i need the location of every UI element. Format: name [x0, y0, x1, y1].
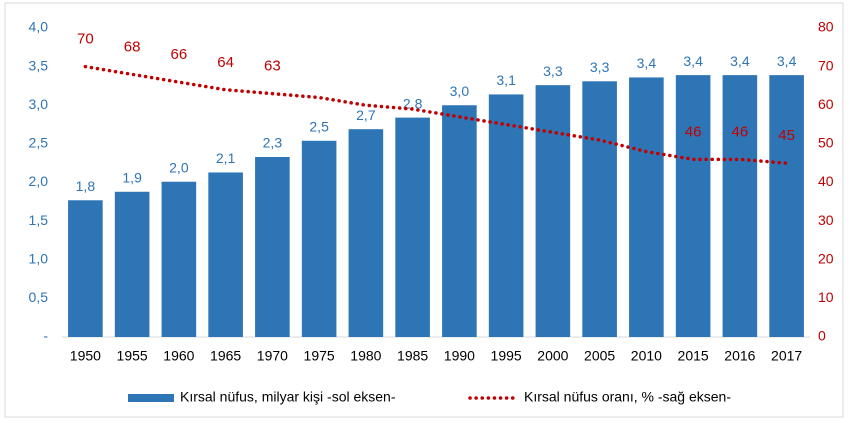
bar — [114, 191, 150, 337]
bar-label: 2,0 — [169, 159, 189, 175]
bar — [535, 85, 571, 337]
y2-tick-label: 30 — [818, 212, 834, 228]
bar-label: 3,4 — [730, 53, 750, 69]
x-tick-label: 1975 — [304, 348, 335, 364]
line-label: 64 — [217, 54, 234, 71]
y-tick-label: 3,5 — [29, 57, 49, 73]
bar-label: 3,4 — [637, 55, 657, 71]
line-label: 66 — [171, 46, 188, 63]
y-tick-label: 1,5 — [29, 212, 49, 228]
x-tick-label: 2005 — [584, 348, 615, 364]
y-tick-label: 0,5 — [29, 289, 49, 305]
bar-label: 3,4 — [777, 53, 797, 69]
y2-tick-label: 60 — [818, 96, 834, 112]
bar — [582, 81, 617, 338]
x-tick-label: 1980 — [350, 348, 381, 364]
line-label: 68 — [124, 38, 141, 55]
bar — [629, 77, 664, 337]
bar-label: 2,3 — [263, 135, 283, 151]
bar — [348, 129, 384, 337]
bar — [722, 75, 758, 337]
y2-tick-label: 10 — [818, 289, 834, 305]
x-tick-label: 2015 — [678, 348, 709, 364]
y2-tick-label: 70 — [818, 57, 834, 73]
x-tick-label: 1955 — [117, 348, 148, 364]
x-tick-label: 1970 — [257, 348, 288, 364]
bar — [68, 200, 103, 337]
y-tick-label: - — [43, 328, 48, 344]
y-tick-label: 2,0 — [29, 173, 49, 189]
x-tick-label: 1965 — [210, 348, 241, 364]
bar-label: 1,9 — [122, 169, 142, 185]
legend-label: Kırsal nüfus oranı, % -sağ eksen- — [524, 389, 731, 405]
x-tick-label: 1950 — [70, 348, 101, 364]
bar — [488, 94, 524, 337]
x-tick-label: 2016 — [724, 348, 755, 364]
bar — [769, 75, 804, 337]
y2-tick-label: 20 — [818, 250, 834, 266]
y-tick-label: 4,0 — [29, 19, 49, 35]
line-label: 70 — [77, 31, 94, 48]
y-tick-label: 1,0 — [29, 250, 49, 266]
bar-label: 3,4 — [683, 53, 703, 69]
bar-label: 2,5 — [309, 118, 329, 134]
y2-tick-label: 50 — [818, 135, 834, 151]
bar — [395, 117, 430, 337]
line-label: 46 — [685, 123, 702, 140]
bar-label: 3,0 — [450, 83, 470, 99]
bar — [208, 172, 243, 337]
y-tick-label: 3,0 — [29, 96, 49, 112]
bar-label: 3,3 — [590, 59, 610, 75]
line-label: 63 — [264, 58, 281, 75]
legend-swatch — [128, 394, 174, 402]
bar-label: 3,1 — [496, 72, 516, 88]
line-label: 45 — [778, 127, 795, 144]
x-tick-label: 1995 — [491, 348, 522, 364]
x-tick-label: 1985 — [397, 348, 428, 364]
line — [83, 64, 789, 165]
bar-label: 2,7 — [356, 107, 376, 123]
line-label: 46 — [732, 123, 749, 140]
bar-label: 2,8 — [403, 95, 423, 111]
x-tick-label: 2010 — [631, 348, 662, 364]
bar-label: 1,8 — [76, 178, 96, 194]
y2-tick-label: 80 — [818, 19, 834, 35]
x-tick-label: 2017 — [771, 348, 802, 364]
bar — [255, 157, 290, 337]
y-tick-label: 2,5 — [29, 135, 49, 151]
bar-label: 2,1 — [216, 150, 236, 166]
y2-tick-label: 0 — [818, 328, 826, 344]
bar — [161, 181, 197, 337]
bar — [675, 75, 711, 337]
x-tick-label: 2000 — [537, 348, 568, 364]
bar — [442, 105, 477, 337]
x-tick-label: 1960 — [163, 348, 194, 364]
y2-tick-label: 40 — [818, 173, 834, 189]
legend-label: Kırsal nüfus, milyar kişi -sol eksen- — [180, 389, 396, 405]
x-tick-label: 1990 — [444, 348, 475, 364]
bar — [301, 140, 337, 337]
bar-label: 3,3 — [543, 63, 563, 79]
